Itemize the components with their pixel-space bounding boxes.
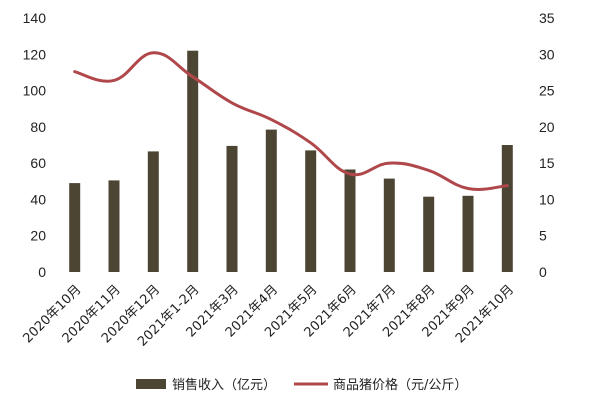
right-tick-label: 5 — [539, 228, 547, 244]
left-tick-label: 40 — [30, 191, 46, 207]
right-axis-ticks: 0 5 10 15 20 25 30 35 — [539, 10, 555, 280]
left-axis-ticks: 0 20 40 60 80 100 120 140 — [23, 10, 47, 280]
bar-9 — [423, 196, 435, 272]
bar-6 — [305, 150, 317, 272]
bar-8 — [383, 178, 395, 272]
legend-label-price: 商品猪价格（元/公斤） — [333, 377, 467, 393]
right-tick-label: 10 — [539, 191, 555, 207]
bar-5 — [265, 129, 277, 272]
right-tick-label: 0 — [539, 264, 547, 280]
bar-0 — [69, 183, 81, 272]
price-line — [73, 51, 509, 191]
right-tick-label: 20 — [539, 119, 555, 135]
right-tick-label: 35 — [539, 10, 555, 26]
right-tick-label: 30 — [539, 46, 555, 62]
left-tick-label: 100 — [23, 83, 47, 99]
bar-11 — [501, 145, 513, 272]
legend-label-sales: 销售收入（亿元） — [172, 377, 276, 393]
bar-4 — [226, 145, 238, 272]
bar-10 — [462, 195, 474, 272]
left-tick-label: 120 — [23, 46, 47, 62]
right-tick-label: 15 — [539, 155, 555, 171]
left-tick-label: 80 — [30, 119, 46, 135]
line-series — [73, 51, 509, 191]
x-axis-ticks: 2020年10月2020年11月2020年12月2021年1-2月2021年3月… — [20, 282, 517, 349]
left-tick-label: 60 — [30, 155, 46, 171]
bar-2 — [147, 151, 159, 272]
bar-7 — [344, 169, 356, 272]
bar-1 — [108, 180, 120, 272]
left-tick-label: 140 — [23, 10, 47, 26]
bar-series — [69, 50, 513, 273]
bar-3 — [187, 50, 199, 273]
right-tick-label: 25 — [539, 83, 555, 99]
left-tick-label: 20 — [30, 228, 46, 244]
legend: 销售收入（亿元） 商品猪价格（元/公斤） — [136, 377, 467, 393]
legend-swatch-sales — [136, 379, 166, 389]
left-tick-label: 0 — [38, 264, 46, 280]
